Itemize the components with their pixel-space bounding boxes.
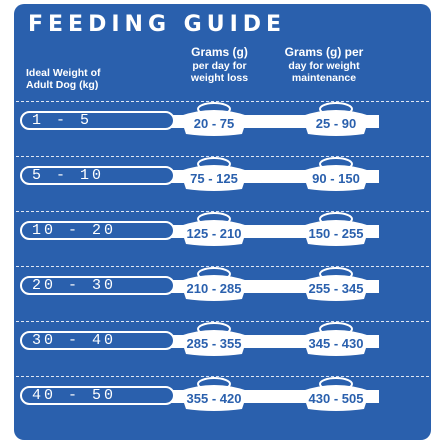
dog-bowl-icon: 210 - 285: [176, 267, 252, 301]
table-row: 10 - 20 125 - 210 150 - 255: [14, 204, 431, 260]
dog-bowl-icon: 90 - 150: [298, 157, 374, 191]
row-divider: [16, 376, 429, 377]
weight-loss-value: 210 - 285: [186, 281, 242, 296]
weight-range-label: 40 - 50: [32, 387, 117, 404]
weight-range-label: 20 - 30: [32, 277, 117, 294]
feeding-table: 1 - 5 20 - 75 25 - 90 5 - 10 75 - 125: [14, 4, 431, 440]
maintenance-value: 345 - 430: [308, 336, 364, 351]
weight-loss-value: 75 - 125: [190, 171, 238, 186]
maintenance-header-line3: maintenance: [291, 72, 357, 84]
weight-loss-header-line1: Grams (g): [191, 45, 248, 59]
maintenance-value: 255 - 345: [308, 281, 364, 296]
dog-bowl-icon: 150 - 255: [298, 212, 374, 246]
weight-loss-header-line2: per day for: [192, 60, 247, 72]
weight-range-label: 30 - 40: [32, 332, 117, 349]
maintenance-value: 90 - 150: [312, 171, 360, 186]
dog-bowl-icon: 125 - 210: [176, 212, 252, 246]
ideal-weight-header-line2: Adult Dog (kg): [26, 79, 99, 91]
weight-range-pill: 20 - 30: [20, 276, 175, 295]
weight-loss-value: 125 - 210: [186, 226, 242, 241]
dog-bowl-icon: 20 - 75: [176, 102, 252, 136]
table-row: 5 - 10 75 - 125 90 - 150: [14, 149, 431, 205]
page-title: FEEDING GUIDE: [28, 12, 287, 37]
dog-bowl-icon: 430 - 505: [298, 377, 374, 411]
weight-range-label: 1 - 5: [32, 112, 93, 129]
row-divider: [16, 321, 429, 322]
maintenance-value: 150 - 255: [308, 226, 364, 241]
table-row: 20 - 30 210 - 285 255 - 345: [14, 259, 431, 315]
maintenance-value: 430 - 505: [308, 391, 364, 406]
weight-loss-header-line3: weight loss: [190, 72, 249, 84]
dog-bowl-icon: 255 - 345: [298, 267, 374, 301]
weight-range-pill: 10 - 20: [20, 221, 175, 240]
weight-loss-header: Grams (g) per day for weight loss: [172, 46, 267, 84]
weight-range-label: 5 - 10: [32, 167, 105, 184]
ideal-weight-header-line1: Ideal Weight of: [26, 67, 101, 79]
dog-bowl-icon: 345 - 430: [298, 322, 374, 356]
row-divider: [16, 101, 429, 102]
row-divider: [16, 156, 429, 157]
table-row: 30 - 40 285 - 355 345 - 430: [14, 314, 431, 370]
dog-bowl-icon: 285 - 355: [176, 322, 252, 356]
weight-range-pill: 40 - 50: [20, 386, 175, 405]
dog-bowl-icon: 75 - 125: [176, 157, 252, 191]
table-row: 40 - 50 355 - 420 430 - 505: [14, 369, 431, 425]
weight-range-pill: 1 - 5: [20, 111, 175, 130]
weight-loss-value: 285 - 355: [186, 336, 242, 351]
weight-range-pill: 30 - 40: [20, 331, 175, 350]
weight-range-pill: 5 - 10: [20, 166, 175, 185]
maintenance-header-line1: Grams (g) per: [284, 45, 364, 59]
weight-range-label: 10 - 20: [32, 222, 117, 239]
ideal-weight-header: Ideal Weight of Adult Dog (kg): [26, 67, 100, 91]
row-divider: [16, 266, 429, 267]
weight-loss-value: 355 - 420: [186, 391, 242, 406]
table-row: 1 - 5 20 - 75 25 - 90: [14, 94, 431, 150]
feeding-guide-card: FEEDING GUIDE Ideal Weight of Adult Dog …: [14, 4, 431, 440]
maintenance-header-line2: day for weight: [288, 60, 360, 72]
maintenance-header: Grams (g) per day for weight maintenance: [276, 46, 372, 84]
maintenance-value: 25 - 90: [315, 116, 357, 131]
row-divider: [16, 211, 429, 212]
dog-bowl-icon: 25 - 90: [298, 102, 374, 136]
dog-bowl-icon: 355 - 420: [176, 377, 252, 411]
weight-loss-value: 20 - 75: [193, 116, 235, 131]
